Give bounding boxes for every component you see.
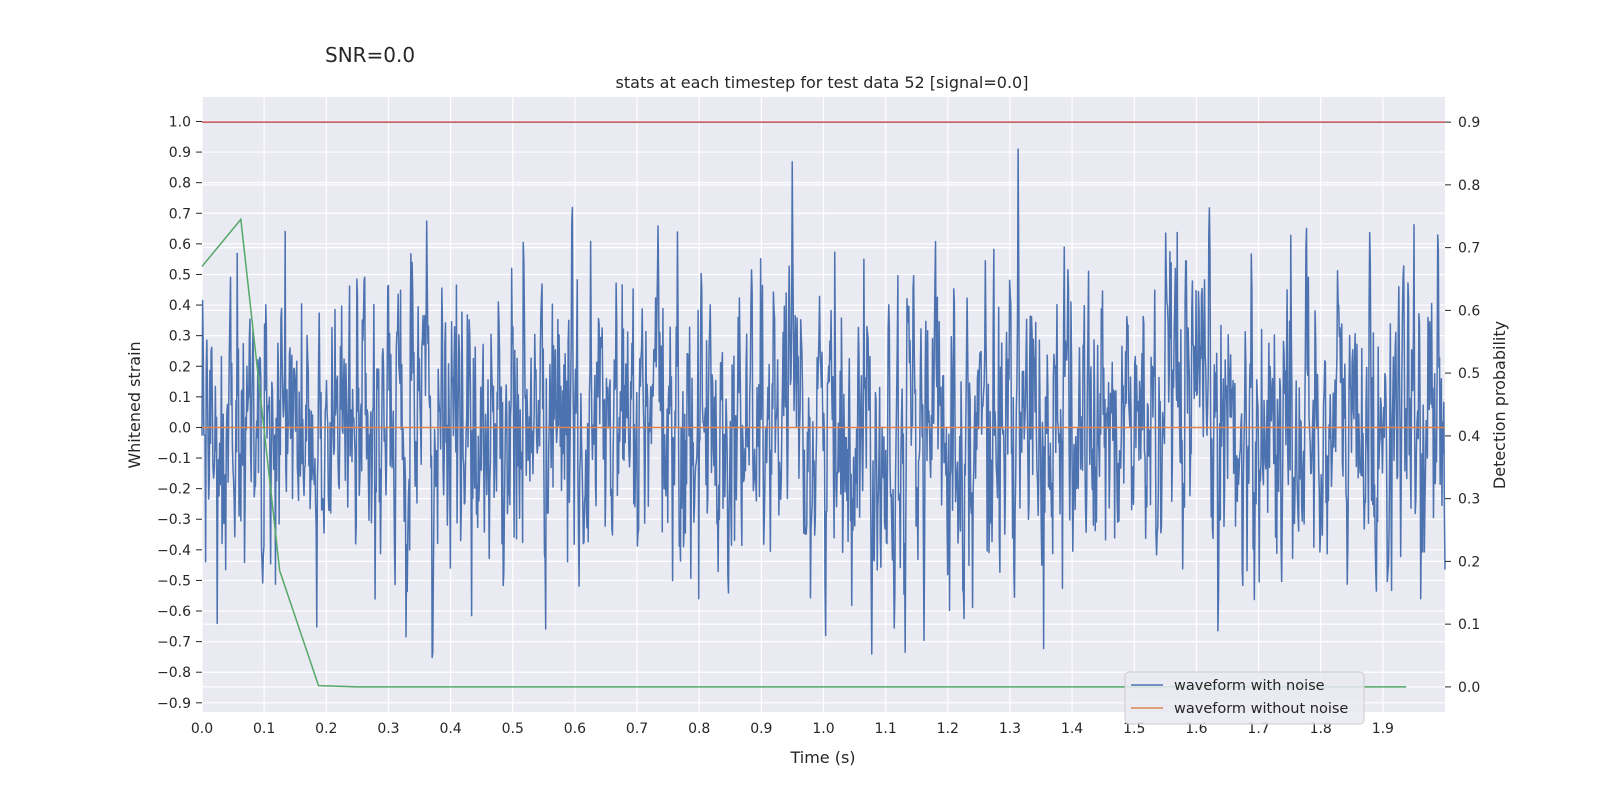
chart-title: stats at each timestep for test data 52 …: [616, 73, 1029, 92]
x-tick-label-13: 1.3: [999, 721, 1021, 737]
y-right-tick-label-0: 0.9: [1458, 115, 1480, 131]
y-tick-label-8: 0.2: [169, 359, 191, 375]
y-tick-label-3: 0.7: [169, 206, 191, 222]
x-tick-label-17: 1.7: [1247, 721, 1269, 737]
y-tick-label-2: 0.8: [169, 176, 191, 192]
series-layer: [201, 121, 1446, 688]
y-tick-label-10: 0.0: [169, 420, 191, 436]
y-right-tick-label-1: 0.8: [1458, 178, 1480, 194]
x-tick-label-9: 0.9: [750, 721, 772, 737]
y-right-axis-ticks: 0.9 0.8 0.7 0.6 0.5 0.4 0.3 0.2 0.1 0.0: [1445, 115, 1480, 696]
x-tick-label-0: 0.0: [191, 721, 213, 737]
x-axis-ticks: 0.0 0.1 0.2 0.3 0.4 0.5 0.6 0.7 0.8 0.9 1.0 1.1 1.2 1…: [191, 721, 1394, 737]
y-tick-label-4: 0.6: [169, 237, 191, 253]
y-right-tick-label-7: 0.2: [1458, 554, 1480, 570]
legend-label-waveform-without-noise: waveform without noise: [1174, 701, 1348, 717]
x-tick-label-12: 1.2: [937, 721, 959, 737]
y-tick-label-13: −0.3: [157, 512, 191, 528]
y-right-tick-label-3: 0.6: [1458, 303, 1480, 319]
y-tick-label-0: 1.0: [169, 114, 191, 130]
y-tick-label-1: 0.9: [169, 145, 191, 161]
legend-label-waveform-with-noise: waveform with noise: [1174, 678, 1325, 694]
x-tick-label-5: 0.5: [502, 721, 524, 737]
y-tick-label-5: 0.5: [169, 267, 191, 283]
x-tick-label-16: 1.6: [1185, 721, 1207, 737]
y-tick-label-9: 0.1: [169, 390, 191, 406]
y-tick-label-7: 0.3: [169, 329, 191, 345]
y-right-tick-label-4: 0.5: [1458, 366, 1480, 382]
y-tick-label-19: −0.9: [157, 696, 191, 712]
x-tick-label-19: 1.9: [1372, 721, 1394, 737]
x-tick-label-18: 1.8: [1310, 721, 1332, 737]
y-axis-ticks: 1.0 0.9 0.8 0.7 0.6 0.5 0.4 0.3 0.2 0.1 0.0 −0.1 −0.…: [157, 114, 202, 712]
x-tick-label-3: 0.3: [377, 721, 399, 737]
x-tick-label-10: 1.0: [812, 721, 834, 737]
y-right-tick-label-9: 0.0: [1458, 680, 1480, 696]
x-tick-label-2: 0.2: [315, 721, 337, 737]
x-tick-label-4: 0.4: [439, 721, 461, 737]
x-tick-label-8: 0.8: [688, 721, 710, 737]
y-right-tick-label-5: 0.4: [1458, 429, 1480, 445]
legend-box: [1124, 671, 1365, 725]
x-tick-label-11: 1.1: [875, 721, 897, 737]
y-axis-label: Whitened strain: [125, 341, 144, 468]
x-tick-label-6: 0.6: [564, 721, 586, 737]
y-right-tick-label-2: 0.7: [1458, 241, 1480, 257]
snr-title: SNR=0.0: [325, 43, 415, 67]
x-tick-label-15: 1.5: [1123, 721, 1145, 737]
series-waveform-with-noise: [201, 148, 1446, 659]
legend: waveform with noise waveform without noi…: [1124, 671, 1365, 725]
y-tick-label-12: −0.2: [157, 482, 191, 498]
y-tick-label-15: −0.5: [157, 573, 191, 589]
x-tick-label-1: 0.1: [253, 721, 275, 737]
y-tick-label-14: −0.4: [157, 543, 191, 559]
y-tick-label-16: −0.6: [157, 604, 191, 620]
y-right-tick-label-6: 0.3: [1458, 492, 1480, 508]
y-right-axis-label: Detection probability: [1490, 321, 1509, 489]
y-tick-label-18: −0.8: [157, 665, 191, 681]
y-tick-label-6: 0.4: [169, 298, 191, 314]
x-tick-label-7: 0.7: [626, 721, 648, 737]
y-tick-label-11: −0.1: [157, 451, 191, 467]
x-axis-label: Time (s): [789, 748, 855, 767]
y-tick-label-17: −0.7: [157, 635, 191, 651]
x-tick-label-14: 1.4: [1061, 721, 1083, 737]
y-right-tick-label-8: 0.1: [1458, 617, 1480, 633]
